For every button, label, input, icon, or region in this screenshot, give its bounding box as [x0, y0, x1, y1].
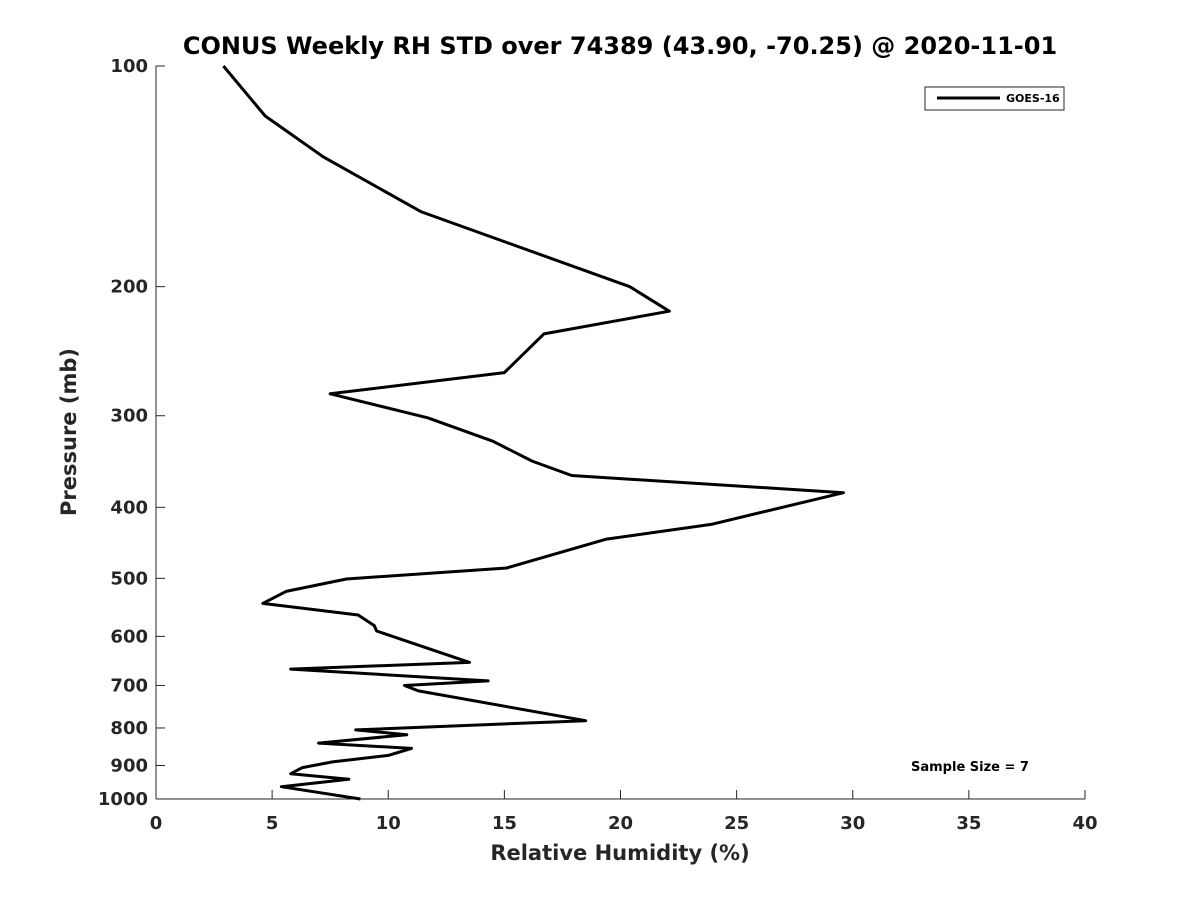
y-tick-label: 800	[110, 718, 148, 739]
series-line-goes-16	[222, 65, 845, 801]
x-tick-label: 40	[1072, 813, 1097, 834]
y-tick-label: 400	[110, 497, 148, 518]
x-tick-label: 0	[150, 813, 163, 834]
y-tick-label: 100	[110, 56, 148, 77]
x-tick-label: 5	[266, 813, 279, 834]
x-axis-ticks: 0 5 10 15 20 25 30 35 40	[150, 790, 1098, 834]
y-axis-label: Pressure (mb)	[57, 348, 81, 516]
y-tick-label: 900	[110, 755, 148, 776]
legend-entry-goes-16: GOES-16	[1006, 92, 1060, 105]
x-tick-label: 10	[376, 813, 401, 834]
legend: GOES-16	[924, 86, 1065, 111]
y-tick-label: 1000	[98, 789, 148, 810]
y-tick-label: 600	[110, 626, 148, 647]
y-tick-label: 300	[110, 406, 148, 427]
x-tick-label: 35	[956, 813, 981, 834]
sample-size-annotation: Sample Size = 7	[911, 760, 1029, 775]
x-tick-label: 30	[840, 813, 865, 834]
y-tick-label: 500	[110, 568, 148, 589]
y-axis-ticks: 100 200 300 400 500 600 700 800 900 1000	[98, 56, 165, 810]
x-axis-label: Relative Humidity (%)	[490, 841, 749, 865]
chart-title: CONUS Weekly RH STD over 74389 (43.90, -…	[183, 32, 1057, 60]
x-tick-label: 15	[492, 813, 517, 834]
x-tick-label: 20	[608, 813, 633, 834]
x-tick-label: 25	[724, 813, 749, 834]
y-tick-label: 700	[110, 675, 148, 696]
y-tick-label: 200	[110, 277, 148, 298]
